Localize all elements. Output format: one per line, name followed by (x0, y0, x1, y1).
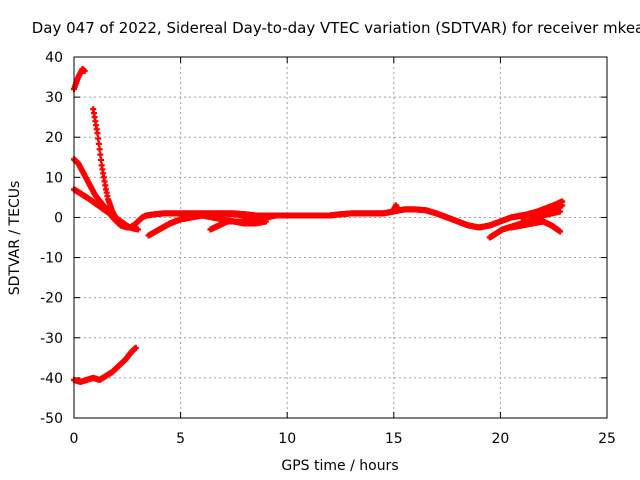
data-point (557, 228, 564, 235)
series-trace-b (90, 106, 150, 231)
y-tick-label: -20 (40, 291, 63, 307)
x-tick-label: 0 (70, 431, 79, 447)
y-tick-label: -30 (40, 331, 63, 347)
y-tick-label: 40 (45, 50, 63, 66)
chart-title: Day 047 of 2022, Sidereal Day-to-day VTE… (32, 19, 640, 37)
data-point (134, 226, 141, 233)
series-trace-h (198, 212, 269, 227)
x-tick-label: 10 (278, 431, 296, 447)
data-point (284, 212, 291, 219)
grid (74, 57, 607, 418)
axis-ticks: 0 5 10 15 20 25 -50 -40 -30 -20 -10 0 10 20 30 40 (40, 50, 616, 447)
y-tick-label: 10 (45, 170, 63, 186)
series-trace-l (518, 202, 566, 221)
data-point (94, 130, 101, 137)
y-tick-label: 20 (45, 130, 63, 146)
x-tick-label: 5 (176, 431, 185, 447)
series-trace-m (71, 344, 139, 385)
y-tick-label: 0 (54, 210, 63, 226)
data-point (557, 208, 564, 215)
y-tick-label: -10 (40, 251, 63, 267)
x-tick-label: 15 (385, 431, 403, 447)
series-trace-k (508, 218, 564, 235)
x-tick-label: 20 (491, 431, 509, 447)
y-tick-label: -50 (40, 411, 63, 427)
y-tick-label: -40 (40, 371, 63, 387)
x-axis-label: GPS time / hours (281, 458, 398, 474)
data-point (559, 202, 566, 209)
data-point (262, 218, 269, 225)
data-markers (71, 66, 566, 385)
data-point (305, 212, 312, 219)
data-point (98, 156, 105, 163)
x-tick-label: 25 (598, 431, 616, 447)
data-point (395, 206, 402, 213)
y-tick-label: 30 (45, 90, 63, 106)
series-trace-a (71, 66, 88, 93)
series-trace-i (390, 202, 402, 213)
data-point (96, 146, 103, 153)
data-point (81, 68, 88, 75)
data-point (132, 344, 139, 351)
plot-frame (73, 56, 608, 419)
data-point (95, 135, 102, 142)
data-point (97, 151, 104, 158)
y-axis-label: SDTVAR / TECUs (7, 181, 23, 296)
data-point (95, 140, 102, 147)
